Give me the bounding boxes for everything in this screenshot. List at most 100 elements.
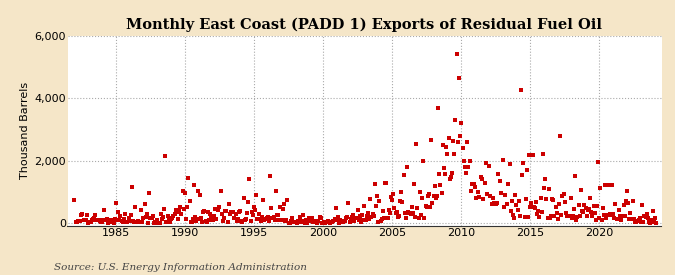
Point xyxy=(238,196,249,200)
Point xyxy=(129,220,140,224)
Point xyxy=(330,206,341,210)
Point xyxy=(292,219,303,223)
Point xyxy=(212,206,223,211)
Point xyxy=(209,214,219,219)
Point xyxy=(74,219,84,223)
Point xyxy=(297,218,308,223)
Point xyxy=(246,210,257,214)
Point xyxy=(232,219,242,223)
Point xyxy=(261,216,272,221)
Point xyxy=(352,208,363,212)
Point xyxy=(240,218,250,222)
Point xyxy=(506,208,516,213)
Point xyxy=(338,220,348,224)
Point xyxy=(431,194,442,199)
Point xyxy=(315,216,326,221)
Point xyxy=(398,173,409,177)
Point xyxy=(103,219,114,224)
Point xyxy=(236,219,247,223)
Point xyxy=(521,168,532,172)
Point xyxy=(128,218,138,223)
Point xyxy=(529,204,539,209)
Point xyxy=(539,185,549,190)
Point xyxy=(279,219,290,223)
Point xyxy=(408,182,419,186)
Point xyxy=(173,216,184,221)
Point xyxy=(532,212,543,217)
Point xyxy=(425,204,435,209)
Point xyxy=(117,219,128,224)
Point xyxy=(520,197,531,202)
Point xyxy=(214,205,225,209)
Point xyxy=(486,202,497,206)
Point xyxy=(533,209,544,213)
Point xyxy=(277,207,288,211)
Point xyxy=(360,218,371,222)
Point xyxy=(271,189,281,193)
Point xyxy=(452,140,463,144)
Point xyxy=(196,216,207,220)
Point xyxy=(524,152,535,157)
Point xyxy=(625,211,636,215)
Point xyxy=(243,200,254,204)
Point xyxy=(113,210,124,214)
Point xyxy=(607,183,618,187)
Point xyxy=(608,211,618,216)
Point xyxy=(514,199,524,203)
Point xyxy=(346,217,356,221)
Point xyxy=(371,204,381,208)
Point xyxy=(630,220,641,225)
Point xyxy=(416,213,427,217)
Point xyxy=(163,215,174,220)
Point xyxy=(169,212,180,217)
Point xyxy=(495,179,506,183)
Point xyxy=(400,211,410,215)
Point xyxy=(522,215,533,219)
Point xyxy=(228,210,239,214)
Point xyxy=(540,177,551,181)
Point xyxy=(518,161,529,165)
Point xyxy=(320,220,331,225)
Point xyxy=(452,52,462,57)
Point xyxy=(563,214,574,218)
Point xyxy=(526,200,537,205)
Point xyxy=(322,219,333,224)
Point xyxy=(428,194,439,198)
Point xyxy=(193,216,204,221)
Point xyxy=(69,198,80,202)
Point xyxy=(615,214,626,218)
Point xyxy=(449,152,460,156)
Point xyxy=(503,182,514,186)
Point xyxy=(412,206,423,210)
Point xyxy=(377,216,387,221)
Point xyxy=(275,205,286,209)
Point xyxy=(392,215,403,219)
Point xyxy=(287,216,298,220)
Point xyxy=(97,219,107,224)
Point xyxy=(614,208,624,212)
Point xyxy=(643,216,653,220)
Point xyxy=(217,218,228,223)
Point xyxy=(344,220,355,224)
Point xyxy=(286,218,296,223)
Point xyxy=(500,193,511,197)
Point xyxy=(145,216,156,220)
Point xyxy=(468,182,479,186)
Point xyxy=(78,217,89,222)
Point xyxy=(545,214,556,218)
Point xyxy=(121,220,132,224)
Point xyxy=(140,215,151,219)
Point xyxy=(568,214,578,219)
Point xyxy=(464,158,475,163)
Point xyxy=(508,213,518,217)
Point xyxy=(593,160,603,164)
Point xyxy=(396,190,407,194)
Point xyxy=(649,220,659,225)
Point xyxy=(631,220,642,224)
Point xyxy=(424,191,435,196)
Point xyxy=(92,218,103,223)
Point xyxy=(482,191,493,196)
Point xyxy=(343,200,354,205)
Point xyxy=(405,212,416,216)
Point xyxy=(439,172,450,176)
